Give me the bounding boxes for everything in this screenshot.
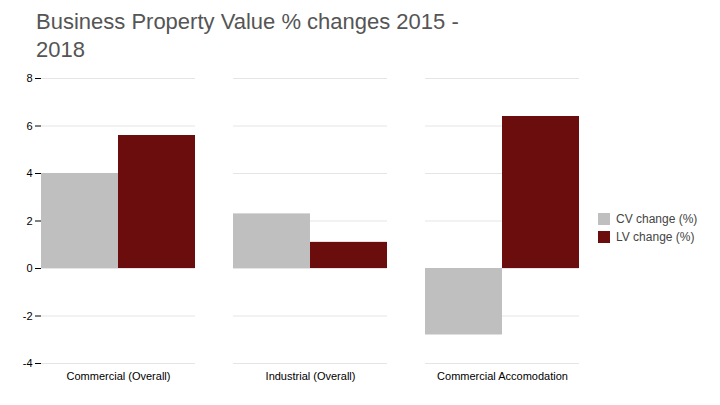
svg-text:Commercial (Overall): Commercial (Overall): [67, 370, 171, 382]
svg-text:0: 0: [26, 262, 32, 274]
svg-text:2: 2: [26, 215, 32, 227]
svg-text:6: 6: [26, 120, 32, 132]
svg-text:Industrial (Overall): Industrial (Overall): [266, 370, 356, 382]
svg-text:Commercial Accomodation: Commercial Accomodation: [437, 370, 568, 382]
svg-text:-4: -4: [23, 357, 33, 369]
svg-text:-2: -2: [23, 310, 33, 322]
html-text:Business Property Value % chan: Business Property Value % changes 2015 -…: [36, 9, 459, 62]
html-text:CV change (%): CV change (%): [616, 212, 698, 226]
html-text:LV change (%): LV change (%): [616, 230, 695, 244]
svg-text:8: 8: [26, 72, 32, 84]
svg-text:4: 4: [26, 167, 32, 179]
